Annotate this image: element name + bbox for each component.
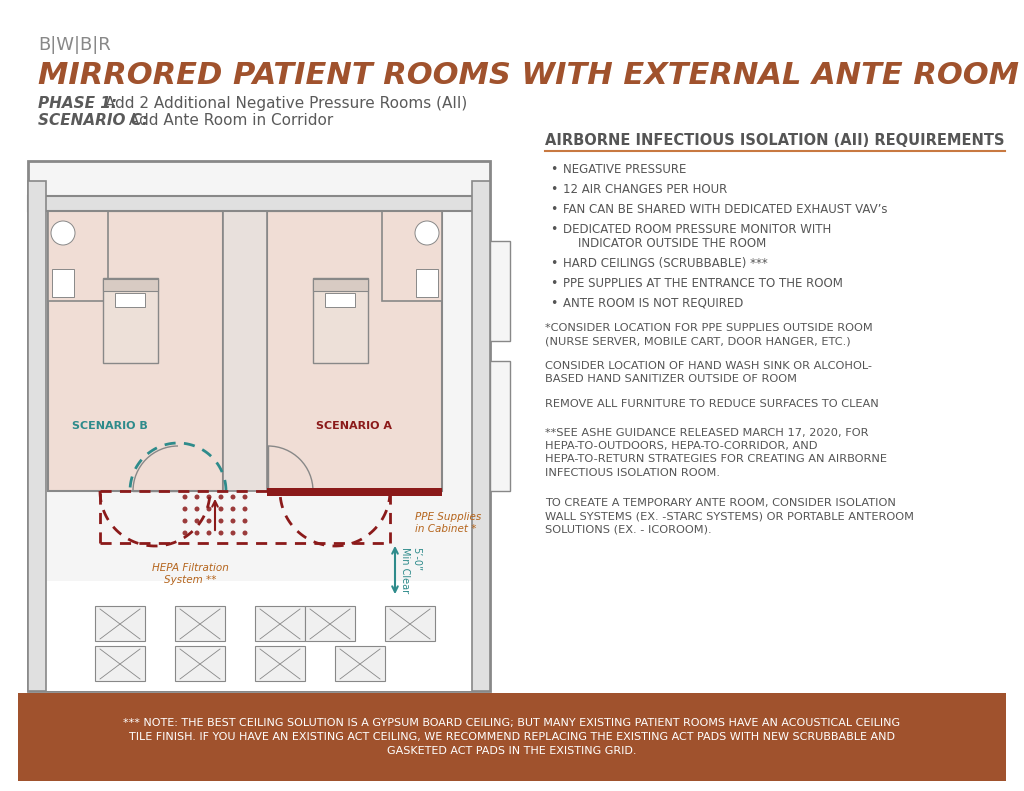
Circle shape [207, 531, 212, 536]
Text: REMOVE ALL FURNITURE TO REDUCE SURFACES TO CLEAN: REMOVE ALL FURNITURE TO REDUCE SURFACES … [545, 399, 879, 409]
Text: ANTE ROOM IS NOT REQUIRED: ANTE ROOM IS NOT REQUIRED [563, 297, 743, 310]
Bar [28, 181, 46, 691]
Text: Add 2 Additional Negative Pressure Rooms (AII): Add 2 Additional Negative Pressure Rooms… [100, 96, 467, 111]
Bar [48, 211, 108, 301]
Text: DEDICATED ROOM PRESSURE MONITOR WITH: DEDICATED ROOM PRESSURE MONITOR WITH [563, 223, 831, 236]
Bar [313, 278, 368, 363]
Text: •: • [550, 223, 557, 236]
Bar [95, 606, 145, 641]
Text: *** NOTE: THE BEST CEILING SOLUTION IS A GYPSUM BOARD CEILING; BUT MANY EXISTING: *** NOTE: THE BEST CEILING SOLUTION IS A… [124, 718, 900, 756]
Bar [103, 279, 158, 291]
Circle shape [230, 494, 236, 499]
Text: •: • [550, 163, 557, 176]
Bar [490, 361, 510, 491]
Text: PPE Supplies
in Cabinet *: PPE Supplies in Cabinet * [415, 513, 481, 534]
Text: •: • [550, 277, 557, 290]
Bar [52, 269, 74, 297]
Text: CONSIDER LOCATION OF HAND WASH SINK OR ALCOHOL-
BASED HAND SANITIZER OUTSIDE OF : CONSIDER LOCATION OF HAND WASH SINK OR A… [545, 361, 872, 384]
Circle shape [195, 518, 200, 524]
Text: **SEE ASHE GUIDANCE RELEASED MARCH 17, 2020, FOR
HEPA-TO-OUTDOORS, HEPA-TO-CORRI: **SEE ASHE GUIDANCE RELEASED MARCH 17, 2… [545, 428, 887, 478]
Circle shape [218, 494, 223, 499]
Circle shape [195, 494, 200, 499]
Circle shape [195, 531, 200, 536]
Text: NEGATIVE PRESSURE: NEGATIVE PRESSURE [563, 163, 686, 176]
Text: TO CREATE A TEMPORARY ANTE ROOM, CONSIDER ISOLATION
WALL SYSTEMS (EX. -STARC SYS: TO CREATE A TEMPORARY ANTE ROOM, CONSIDE… [545, 498, 914, 535]
Circle shape [207, 506, 212, 512]
Circle shape [182, 494, 187, 499]
Bar [305, 606, 355, 641]
Circle shape [243, 518, 248, 524]
Text: •: • [550, 203, 557, 216]
Bar [28, 581, 490, 691]
Circle shape [218, 518, 223, 524]
Bar [255, 606, 305, 641]
Text: MIRRORED PATIENT ROOMS WITH EXTERNAL ANTE ROOM: MIRRORED PATIENT ROOMS WITH EXTERNAL ANT… [38, 61, 1019, 90]
Text: 5’-0”
Min Clear: 5’-0” Min Clear [400, 547, 422, 593]
Circle shape [415, 221, 439, 245]
Bar [18, 693, 1006, 781]
Bar [28, 196, 490, 211]
Circle shape [182, 531, 187, 536]
Circle shape [218, 531, 223, 536]
Bar [416, 269, 438, 297]
Text: 12 AIR CHANGES PER HOUR: 12 AIR CHANGES PER HOUR [563, 183, 727, 196]
Text: PPE SUPPLIES AT THE ENTRANCE TO THE ROOM: PPE SUPPLIES AT THE ENTRANCE TO THE ROOM [563, 277, 843, 290]
Bar [223, 211, 267, 491]
Circle shape [243, 531, 248, 536]
Text: INDICATOR OUTSIDE THE ROOM: INDICATOR OUTSIDE THE ROOM [563, 237, 766, 250]
Bar [385, 606, 435, 641]
Text: SCENARIO A: SCENARIO A [316, 421, 392, 431]
Text: •: • [550, 183, 557, 196]
Text: AIRBORNE INFECTIOUS ISOLATION (AII) REQUIREMENTS: AIRBORNE INFECTIOUS ISOLATION (AII) REQU… [545, 133, 1005, 148]
Bar [313, 279, 368, 291]
Circle shape [243, 506, 248, 512]
Text: B|W|B|R: B|W|B|R [38, 36, 111, 54]
Bar [267, 211, 442, 491]
Circle shape [207, 494, 212, 499]
Text: •: • [550, 297, 557, 310]
Bar [472, 181, 490, 691]
Circle shape [243, 494, 248, 499]
Bar [95, 646, 145, 681]
Bar [115, 293, 145, 307]
Circle shape [230, 531, 236, 536]
Bar [382, 211, 442, 301]
Bar [267, 488, 442, 496]
Circle shape [207, 518, 212, 524]
Bar [255, 646, 305, 681]
Bar [490, 241, 510, 341]
Bar [103, 278, 158, 363]
Text: *CONSIDER LOCATION FOR PPE SUPPLIES OUTSIDE ROOM
(NURSE SERVER, MOBILE CART, DOO: *CONSIDER LOCATION FOR PPE SUPPLIES OUTS… [545, 323, 872, 346]
Text: HEPA Filtration
System **: HEPA Filtration System ** [152, 563, 228, 585]
Circle shape [230, 506, 236, 512]
Circle shape [218, 506, 223, 512]
Circle shape [182, 506, 187, 512]
Text: SCENARIO B: SCENARIO B [72, 421, 147, 431]
Circle shape [230, 518, 236, 524]
Text: PHASE 1:: PHASE 1: [38, 96, 117, 111]
Text: FAN CAN BE SHARED WITH DEDICATED EXHAUST VAV’s: FAN CAN BE SHARED WITH DEDICATED EXHAUST… [563, 203, 888, 216]
Text: •: • [550, 257, 557, 270]
Circle shape [182, 518, 187, 524]
Bar [325, 293, 355, 307]
Circle shape [51, 221, 75, 245]
Text: SCENARIO C:: SCENARIO C: [38, 113, 148, 128]
Bar [48, 211, 223, 491]
Bar [28, 161, 490, 691]
Text: Add Ante Room in Corridor: Add Ante Room in Corridor [124, 113, 333, 128]
Bar [175, 646, 225, 681]
Circle shape [195, 506, 200, 512]
Text: HARD CEILINGS (SCRUBBABLE) ***: HARD CEILINGS (SCRUBBABLE) *** [563, 257, 768, 270]
Bar [175, 606, 225, 641]
Bar [335, 646, 385, 681]
